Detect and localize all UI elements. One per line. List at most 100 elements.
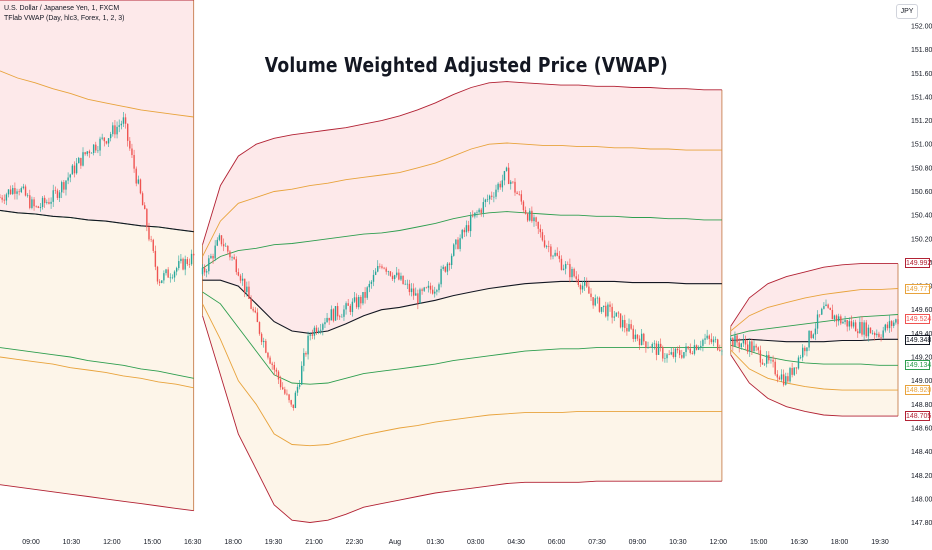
- x-tick-label: 15:00: [750, 539, 768, 546]
- candle-body: [501, 180, 504, 188]
- candle-body: [476, 212, 478, 213]
- candle-body: [545, 246, 548, 247]
- candle-body: [279, 379, 282, 388]
- candle-body: [165, 269, 167, 274]
- candle-body: [343, 309, 345, 317]
- x-tick-label: 16:30: [790, 539, 808, 546]
- candle-body: [613, 316, 615, 318]
- y-tick-label: 150.800: [911, 165, 932, 172]
- x-axis: 09:00 10:30 12:00 15:00 16:30 18:00 19:30 21:00…: [22, 539, 889, 546]
- candle-body: [484, 199, 487, 203]
- y-tick-label: 150.600: [911, 189, 932, 196]
- candle-body: [577, 278, 580, 286]
- candle-body: [463, 229, 466, 233]
- candle-body: [814, 328, 817, 335]
- candle-body: [366, 287, 368, 298]
- candle-body: [605, 305, 607, 317]
- currency-button[interactable]: JPY: [896, 4, 918, 19]
- candle-body: [569, 264, 571, 278]
- candle-body: [135, 168, 137, 184]
- candle-body: [152, 239, 154, 251]
- candle-body: [56, 190, 59, 198]
- candle-body: [617, 312, 620, 314]
- candle-body: [355, 297, 358, 308]
- candle-body: [581, 285, 584, 290]
- candle-body: [154, 250, 157, 267]
- candle-body: [210, 255, 212, 259]
- candle-body: [681, 355, 683, 358]
- band1-l-line: [730, 344, 898, 366]
- candle-body: [645, 341, 647, 348]
- candle-body: [263, 340, 265, 343]
- candle-body: [109, 134, 112, 139]
- upper-band-fill: [730, 263, 898, 342]
- candle-body: [379, 266, 381, 267]
- chart-title: Volume Weighted Adjusted Price (VWAP): [0, 53, 932, 77]
- candle-body: [804, 347, 806, 352]
- candle-body: [827, 304, 829, 308]
- candle-body: [564, 264, 567, 269]
- candle-body: [497, 183, 499, 190]
- candle-body: [550, 246, 552, 257]
- candle-body: [664, 358, 666, 359]
- candle-body: [526, 213, 529, 221]
- candle-body: [689, 348, 691, 353]
- y-tick-label: 149.400: [911, 331, 932, 338]
- candle-body: [850, 321, 853, 327]
- candle-body: [146, 209, 148, 228]
- band3-l-line: [0, 484, 194, 512]
- candle-body: [716, 339, 719, 350]
- candle-body: [621, 319, 624, 328]
- candle-body: [360, 296, 362, 304]
- candle-body: [256, 312, 259, 323]
- candle-body: [284, 389, 286, 394]
- candle-body: [840, 316, 842, 324]
- candle-body: [802, 347, 804, 358]
- candle-body: [706, 335, 708, 339]
- y-tick-label: 148.400: [911, 449, 932, 456]
- candle-body: [286, 393, 288, 395]
- candle-body: [668, 354, 670, 356]
- candle-body: [632, 328, 634, 339]
- y-tick-label: 148.600: [911, 425, 932, 432]
- y-tick-label: 151.800: [911, 47, 932, 54]
- candle-body: [867, 327, 870, 337]
- candle-body: [370, 281, 373, 284]
- candle-body: [41, 197, 44, 207]
- candle-body: [429, 285, 432, 290]
- candle-body: [755, 345, 757, 348]
- candle-body: [362, 292, 364, 304]
- candle-body: [442, 266, 444, 270]
- candle-body: [782, 374, 785, 385]
- candle-body: [895, 319, 897, 323]
- candle-body: [746, 344, 749, 352]
- candle-body: [52, 190, 54, 202]
- candle-body: [415, 293, 417, 296]
- candle-body: [719, 349, 721, 351]
- candle-body: [31, 199, 33, 208]
- candle-body: [22, 186, 25, 189]
- candle-body: [751, 341, 753, 352]
- candle-body: [583, 281, 586, 286]
- candle-body: [46, 202, 48, 203]
- candle-body: [772, 359, 774, 362]
- candle-body: [182, 258, 184, 270]
- candle-body: [626, 328, 628, 332]
- candle-body: [423, 287, 425, 291]
- candle-body: [101, 137, 103, 139]
- candle-body: [75, 163, 78, 174]
- candle-body: [793, 367, 795, 375]
- candle-body: [292, 404, 294, 408]
- candle-body: [84, 152, 86, 155]
- candle-body: [225, 245, 227, 247]
- candle-body: [651, 343, 653, 349]
- candle-body: [770, 359, 772, 361]
- x-tick-label: 10:30: [63, 539, 81, 546]
- candle-body: [326, 317, 328, 323]
- candle-body: [465, 225, 468, 233]
- candle-body: [9, 189, 12, 195]
- candle-body: [67, 177, 69, 181]
- candle-body: [208, 258, 210, 272]
- candle-body: [311, 334, 313, 336]
